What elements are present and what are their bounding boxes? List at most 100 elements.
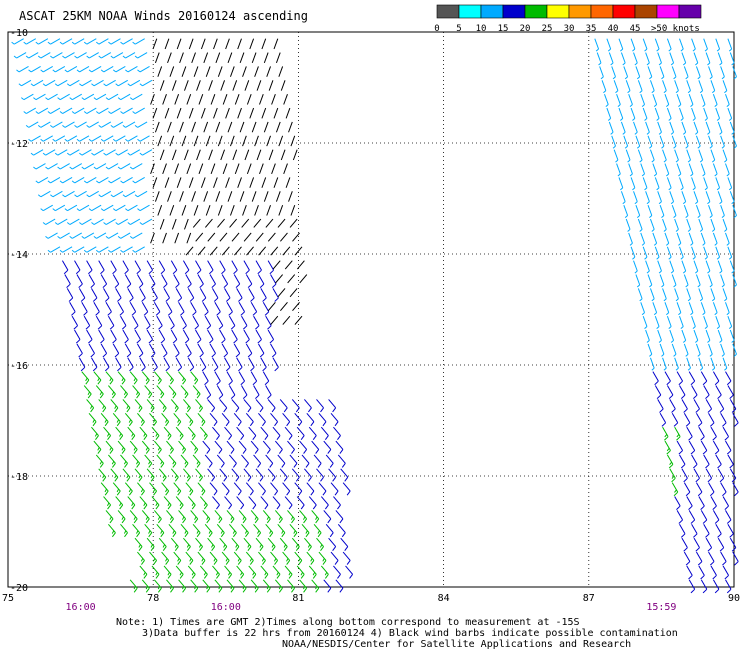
wind-barb <box>275 274 284 284</box>
wind-barb-feather <box>320 407 324 413</box>
wind-barb <box>227 191 233 202</box>
wind-barb <box>161 551 170 561</box>
wind-barb-feather <box>86 125 90 128</box>
wind-barb-feather <box>711 90 716 94</box>
wind-barb <box>278 204 284 216</box>
wind-barb <box>167 52 172 64</box>
wind-barb-feather <box>298 558 301 562</box>
wind-barb <box>219 537 228 547</box>
wind-barb <box>234 93 240 105</box>
wind-barb <box>241 385 248 396</box>
wind-barb-feather <box>109 325 115 330</box>
wind-barb <box>280 232 288 242</box>
wind-barb <box>168 523 177 534</box>
wind-barb-feather <box>92 419 95 423</box>
wind-barb <box>340 537 349 547</box>
wind-barb-feather <box>172 339 178 344</box>
wind-barb <box>679 38 684 50</box>
wind-barb-feather <box>189 558 192 562</box>
wind-barb <box>260 565 269 575</box>
wind-barb-feather <box>115 83 119 87</box>
wind-barb <box>246 163 252 175</box>
wind-barb <box>190 440 199 450</box>
wind-barb <box>59 232 70 239</box>
wind-barb-feather <box>106 502 110 507</box>
wind-barb-feather <box>148 269 153 275</box>
wind-barb-feather <box>160 393 165 399</box>
wind-barb <box>263 191 269 202</box>
wind-barb-feather <box>99 391 103 396</box>
wind-barb <box>717 329 723 341</box>
wind-barb <box>691 454 698 465</box>
legend-color-box <box>480 4 504 19</box>
wind-barb-feather <box>670 62 674 66</box>
wind-barb-feather <box>639 298 643 302</box>
wind-barb <box>229 218 238 228</box>
wind-barb <box>266 135 271 147</box>
wind-barb <box>175 357 183 368</box>
wind-barb <box>224 357 231 368</box>
wind-barb-feather <box>137 69 141 73</box>
wind-barb <box>611 135 616 147</box>
wind-barb-feather <box>245 269 250 275</box>
wind-barb-feather <box>213 421 218 427</box>
wind-barb <box>271 93 276 105</box>
wind-barb <box>221 246 230 256</box>
wind-barb <box>239 121 245 133</box>
wind-barb-feather <box>102 407 107 413</box>
wind-barb <box>686 426 693 437</box>
wind-barb <box>270 551 278 561</box>
wind-barb <box>270 315 279 325</box>
wind-barb-feather <box>315 449 320 454</box>
wind-barb-feather <box>257 530 260 534</box>
wind-barb-feather <box>733 145 737 149</box>
wind-barb <box>245 551 254 561</box>
wind-barb <box>71 93 83 101</box>
wind-barb <box>255 399 264 409</box>
wind-barb-feather <box>112 269 117 275</box>
wind-barb <box>633 191 638 202</box>
wind-barb <box>103 426 111 436</box>
wind-barb <box>222 93 228 105</box>
wind-barb-feather <box>134 125 138 128</box>
wind-barb-feather <box>141 421 145 427</box>
wind-barb-feather <box>225 421 230 427</box>
wind-barb <box>129 302 137 313</box>
wind-barb <box>700 232 706 244</box>
wind-barb <box>243 537 252 547</box>
wind-barb <box>236 357 243 368</box>
wind-barb <box>232 80 238 91</box>
legend-tick-label: 45 <box>630 24 641 34</box>
wind-barb-feather <box>709 561 715 566</box>
wind-barb <box>149 482 157 492</box>
wind-barb <box>640 232 646 244</box>
wind-barb <box>163 288 170 299</box>
wind-barb-feather <box>102 353 107 358</box>
wind-barb-feather <box>235 353 241 358</box>
wind-barb-feather <box>136 269 141 275</box>
wind-barb-feather <box>126 474 129 479</box>
wind-barb-feather <box>102 283 107 288</box>
wind-barb-feather <box>680 117 684 121</box>
wind-barb-feather <box>216 574 220 579</box>
wind-barb-feather <box>624 215 628 219</box>
wind-barb-feather <box>145 449 150 454</box>
note-line-1: Note: 1) Times are GMT 2)Times along bot… <box>116 617 580 628</box>
wind-barb <box>137 190 148 198</box>
wind-barb <box>328 468 337 478</box>
wind-barb <box>50 38 61 45</box>
wind-barb <box>197 551 206 561</box>
x-tick-label: 75 <box>2 593 14 604</box>
wind-barb <box>91 426 99 436</box>
wind-barb <box>112 274 120 285</box>
wind-barb-feather <box>704 117 708 121</box>
wind-barb-feather <box>198 405 202 409</box>
wind-barb-feather <box>641 312 645 316</box>
wind-barb-feather <box>172 463 177 468</box>
wind-barb <box>169 204 175 216</box>
wind-barb-feather <box>107 435 112 441</box>
wind-barb <box>705 260 711 272</box>
wind-barb-feather <box>731 62 735 66</box>
wind-barb-feather <box>663 367 667 371</box>
wind-barb <box>654 107 660 119</box>
